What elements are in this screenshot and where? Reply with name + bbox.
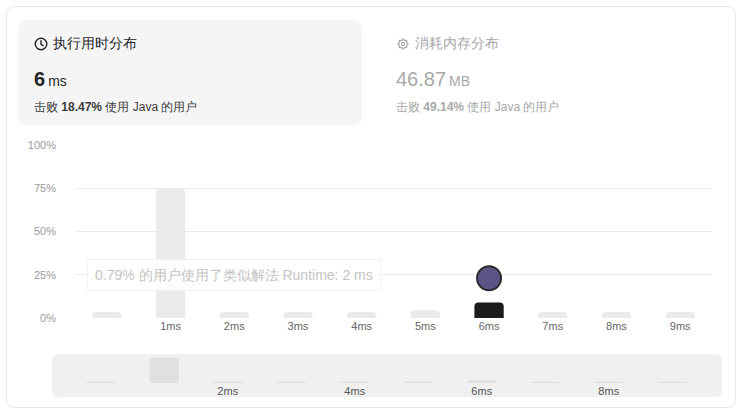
html-text:6ms: 6ms: [34, 68, 67, 90]
svg-text:75%: 75%: [34, 182, 56, 194]
svg-text:0.79% 的用户使用了类似解法 Runtime: 2 ms: 0.79% 的用户使用了类似解法 Runtime: 2 ms: [95, 267, 373, 283]
svg-text:2ms: 2ms: [217, 385, 238, 397]
svg-text:100%: 100%: [28, 139, 56, 151]
svg-text:3ms: 3ms: [288, 320, 309, 332]
html-text:46.87MB: 46.87MB: [396, 68, 471, 90]
svg-text:0%: 0%: [40, 312, 56, 324]
html-text:消耗内存分布: 消耗内存分布: [415, 35, 499, 51]
svg-text:25%: 25%: [34, 269, 56, 281]
svg-text:50%: 50%: [34, 225, 56, 237]
svg-text:6ms: 6ms: [479, 320, 500, 332]
svg-text:9ms: 9ms: [670, 320, 691, 332]
svg-text:5ms: 5ms: [415, 320, 436, 332]
svg-text:7ms: 7ms: [542, 320, 563, 332]
svg-text:4ms: 4ms: [351, 320, 372, 332]
svg-text:6ms: 6ms: [471, 385, 492, 397]
svg-text:8ms: 8ms: [606, 320, 627, 332]
svg-text:1ms: 1ms: [160, 320, 181, 332]
html-text:击败 49.14% 使用 Java 的用户: 击败 49.14% 使用 Java 的用户: [396, 100, 560, 114]
html-text:击败 18.47% 使用 Java 的用户: 击败 18.47% 使用 Java 的用户: [34, 100, 198, 114]
svg-text:4ms: 4ms: [344, 385, 365, 397]
svg-text:2ms: 2ms: [224, 320, 245, 332]
svg-text:8ms: 8ms: [598, 385, 619, 397]
html-text:执行用时分布: 执行用时分布: [53, 35, 137, 51]
